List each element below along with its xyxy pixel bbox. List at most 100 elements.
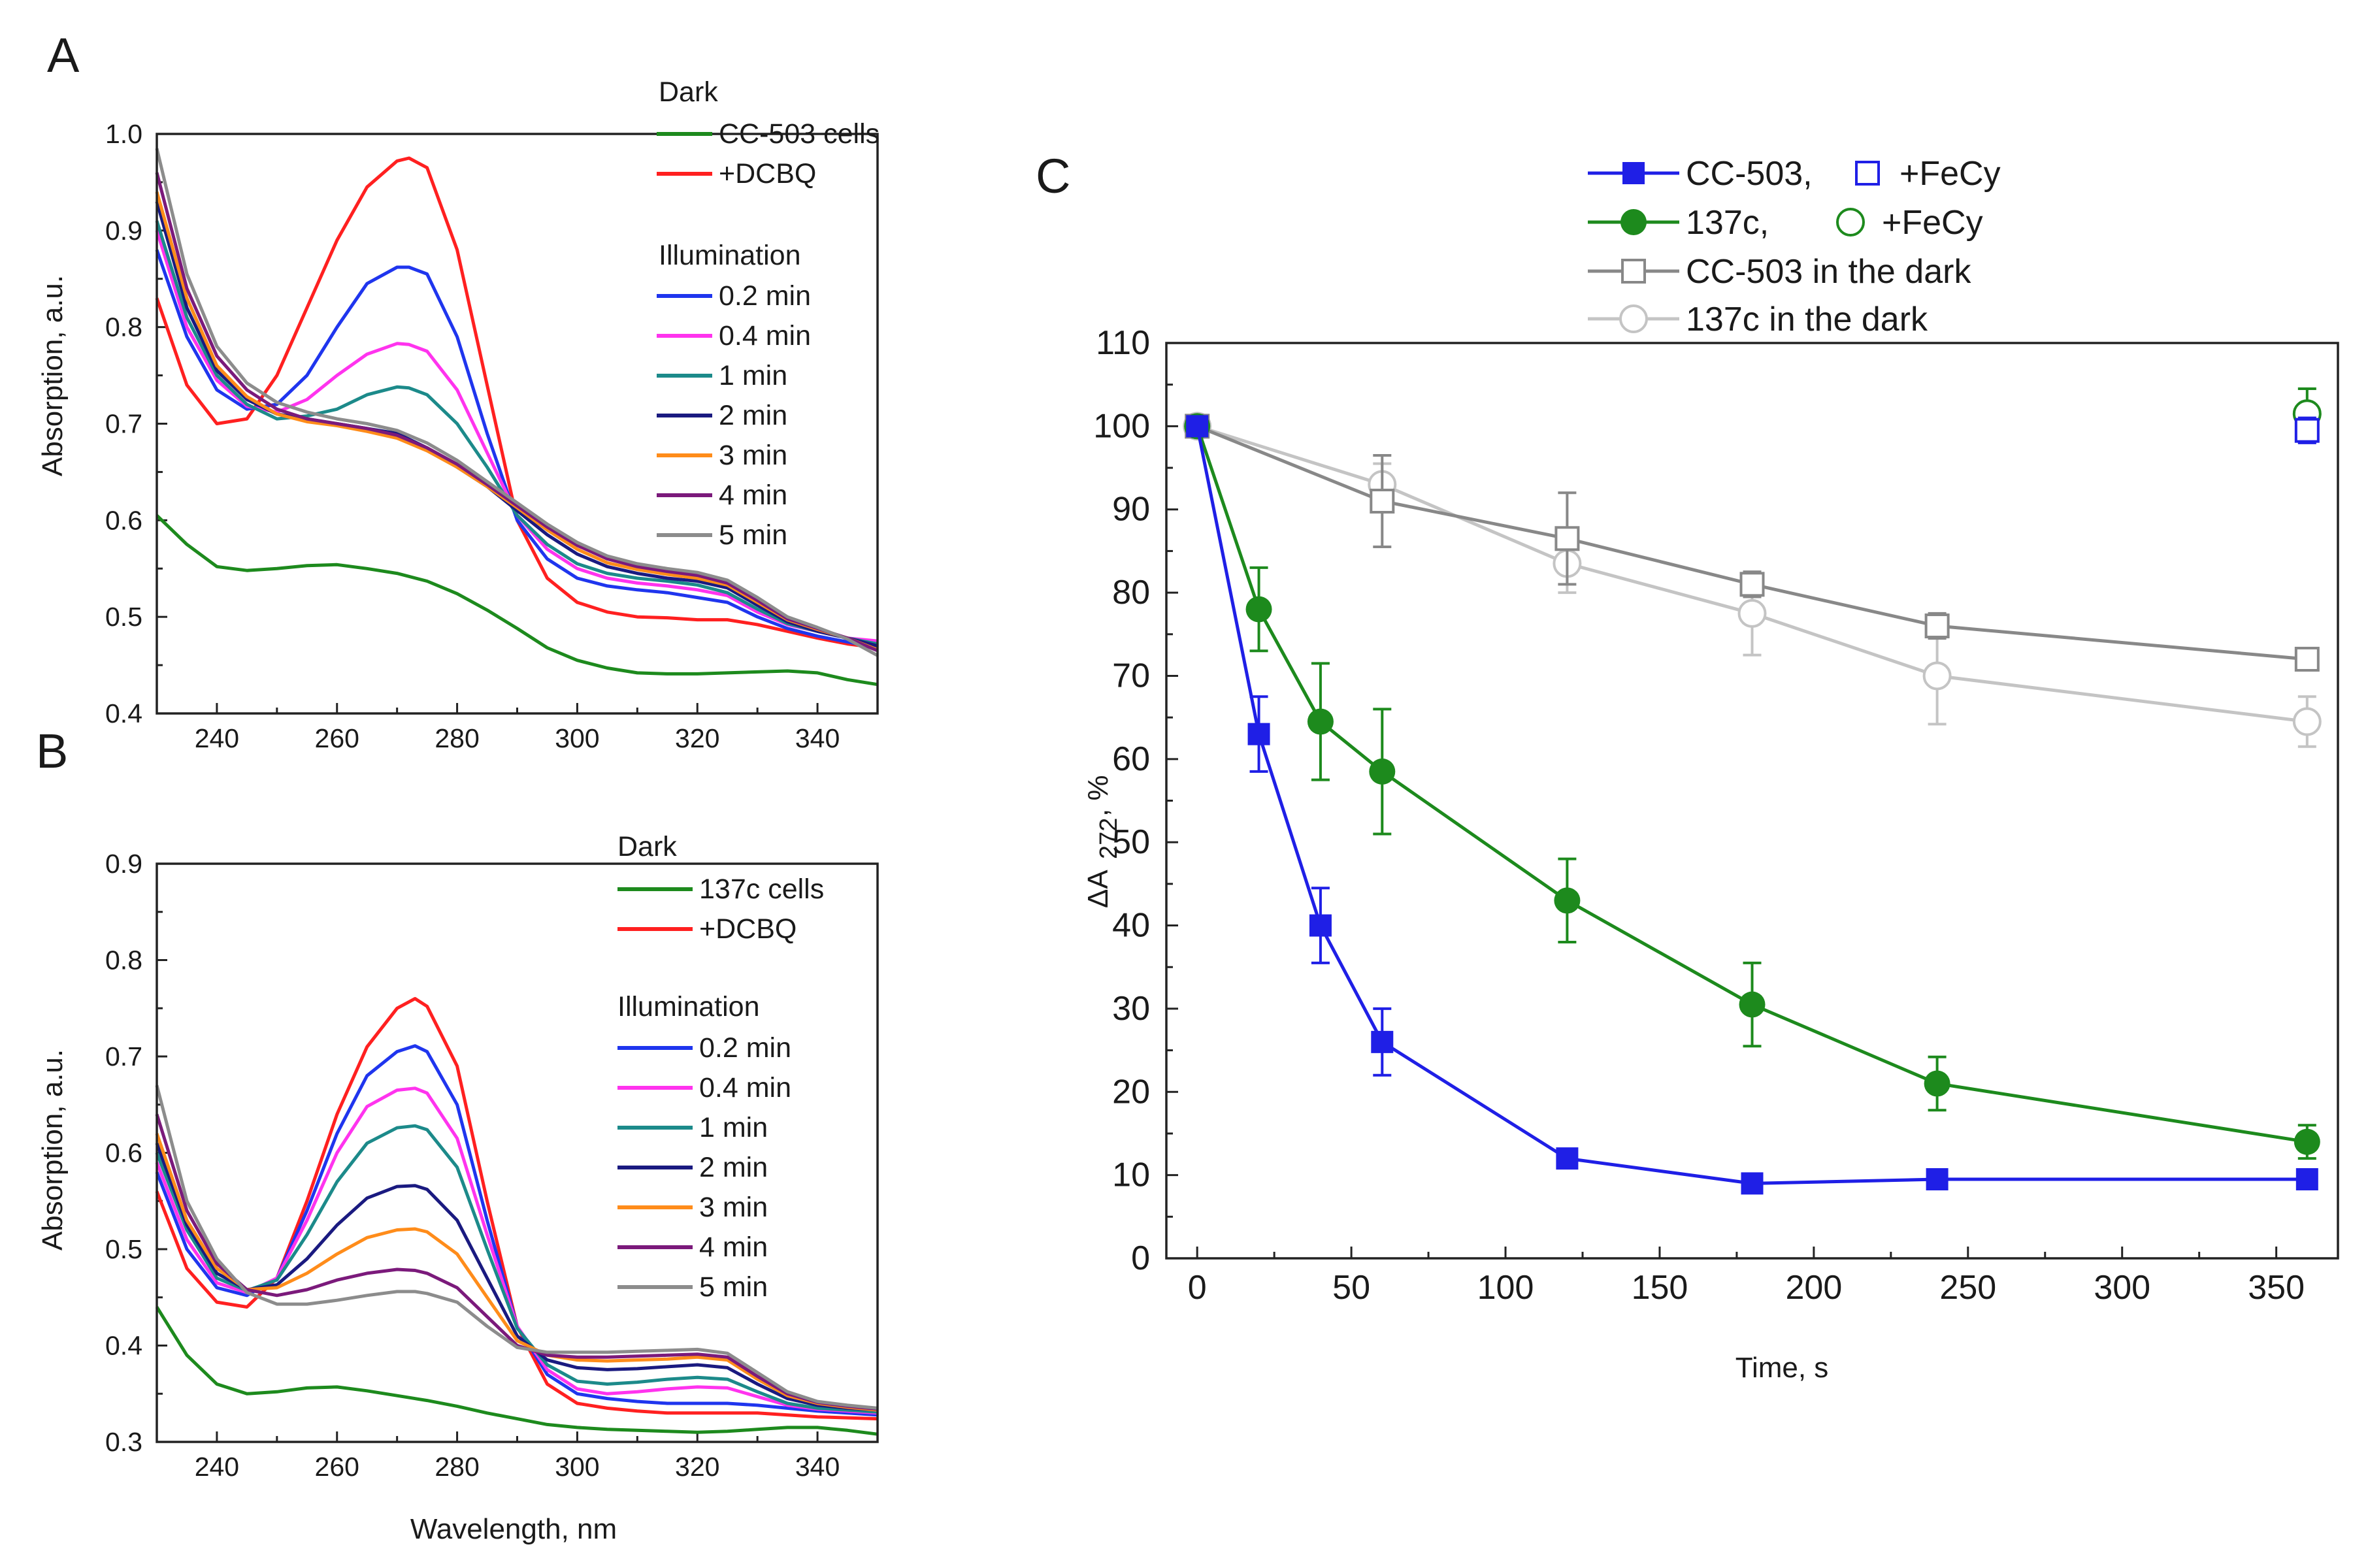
panel-b-legend: Dark 137c cells +DCBQ Illumination 0.2 m… (617, 831, 824, 1303)
c-x-tick-label: 250 (1939, 1269, 1996, 1307)
a-x-tick-label: 240 (195, 723, 239, 753)
panel-a-legend-0-4min: 0.4 min (719, 320, 811, 351)
panel-a-legend-illumination-title: Illumination (659, 240, 801, 271)
panel-b-legend-3min: 3 min (699, 1192, 768, 1223)
c-series-line-3 (1196, 425, 2308, 723)
panel-c-letter: C (1036, 149, 1070, 203)
panel-a-legend-2min: 2 min (719, 400, 787, 431)
panel-c-legend-swatch-137c (1588, 209, 1679, 235)
b-y-tick-label: 0.6 (105, 1138, 142, 1168)
c-data-point-0 (1371, 1030, 1394, 1053)
b-y-tick-label: 0.4 (105, 1331, 142, 1361)
c-series-line-1 (1195, 425, 2308, 1144)
c-legend-fecy-marker (1836, 208, 1865, 237)
panel-a-legend-0-2min: 0.2 min (719, 280, 811, 312)
panel-b-legend-1min: 1 min (699, 1112, 768, 1143)
c-data-point-4 (2294, 417, 2320, 443)
panel-a-legend-1min: 1 min (719, 360, 787, 391)
panel-c-legend-137c-dark: 137c in the dark (1686, 301, 1928, 338)
a-y-tick-label: 0.6 (105, 505, 142, 535)
c-legend-marker (1620, 209, 1647, 235)
b-series-line-5 (155, 1142, 878, 1412)
c-y-tick-label: 90 (1112, 491, 1150, 529)
c-y-tick-label: 70 (1112, 657, 1150, 694)
panel-b-y-axis-label: Absorption, a.u. (37, 1049, 69, 1250)
panel-c-y-axis-label-suffix: , % (1082, 775, 1114, 817)
c-series-line-2 (1196, 425, 2308, 661)
c-data-point-2 (1739, 572, 1765, 597)
c-data-point-1 (1245, 596, 1272, 623)
panel-c-frame (1165, 342, 2339, 1260)
panel-c-legend-cc503: CC-503, (1686, 155, 1813, 193)
c-data-point-1 (1739, 991, 1766, 1018)
c-data-point-2 (1924, 613, 1950, 639)
a-y-tick-label: 0.4 (105, 698, 142, 728)
c-data-point-0 (1186, 415, 1209, 438)
a-y-tick-label: 0.9 (105, 216, 142, 246)
panel-a-legend-5min: 5 min (719, 519, 787, 551)
a-series-line-8 (155, 148, 879, 657)
panel-c-legend-137c: 137c, (1686, 204, 1769, 242)
c-data-point-2 (2294, 646, 2320, 672)
b-plot-frame (156, 862, 879, 1443)
panel-c-y-axis-label-sub: 272 (1095, 818, 1123, 859)
panel-a-legend-3min: 3 min (719, 440, 787, 471)
panel-b-ticks: 240 260 280 300 320 340 0.3 0.4 0.5 0.6 0.7 0.8 0.9 (105, 849, 879, 1482)
c-y-tick-label: 50 (1112, 823, 1150, 861)
panel-c-legend-cc503-dark: CC-503 in the dark (1686, 253, 1971, 291)
b-series-line-0 (155, 1306, 878, 1436)
c-y-tick-label: 100 (1093, 407, 1150, 445)
panel-c-legend-cc503-fecy: +FeCy (1899, 155, 2001, 193)
panel-c-legend-marker-cc503-fecy (1855, 161, 1880, 186)
b-y-tick-label: 0.3 (105, 1427, 142, 1457)
panel-c-legend-swatch-cc503 (1588, 162, 1679, 184)
c-x-tick-label: 0 (1188, 1269, 1207, 1307)
c-y-tick-label: 0 (1131, 1239, 1150, 1277)
c-y-tick-label: 60 (1112, 740, 1150, 778)
b-y-tick-label: 0.9 (105, 849, 142, 879)
panel-b-legend-137c-cells: 137c cells (699, 874, 824, 905)
a-y-tick-label: 0.5 (105, 602, 142, 632)
c-data-point-1 (1924, 1070, 1950, 1097)
c-x-tick-label: 300 (2094, 1269, 2150, 1307)
b-x-tick-label: 260 (315, 1452, 359, 1482)
b-series-line-7 (155, 1113, 878, 1411)
c-y-tick-label: 40 (1112, 907, 1150, 945)
panel-b-series (155, 997, 878, 1436)
panel-c-y-axis-label: ΔA 272 , % (1082, 775, 1123, 908)
panel-b-legend-dcbq: +DCBQ (699, 913, 797, 945)
c-legend-marker (1622, 162, 1645, 184)
panel-b-legend-0-4min: 0.4 min (699, 1072, 791, 1103)
panel-a-y-axis-label: Absorption, a.u. (37, 275, 69, 476)
c-legend-marker (1619, 304, 1648, 333)
panel-a-legend: Dark CC-503 cells +DCBQ Illumination 0.2… (657, 76, 880, 551)
panel-b-legend-0-2min: 0.2 min (699, 1032, 791, 1064)
c-y-tick-label: 30 (1112, 990, 1150, 1028)
c-data-point-0 (1926, 1168, 1949, 1191)
panel-a-letter: A (47, 28, 80, 82)
b-x-tick-label: 300 (555, 1452, 599, 1482)
c-legend-fecy-marker (1855, 161, 1880, 186)
b-x-tick-label: 320 (675, 1452, 719, 1482)
c-data-point-0 (1556, 1147, 1579, 1170)
a-y-tick-label: 1.0 (105, 119, 142, 149)
panel-c-legend-marker-137c-fecy (1836, 208, 1865, 237)
c-data-point-1 (1307, 708, 1334, 735)
c-x-tick-label: 200 (1785, 1269, 1842, 1307)
panel-a-legend-dcbq: +DCBQ (719, 158, 816, 189)
b-x-tick-label: 340 (795, 1452, 840, 1482)
c-data-point-0 (2295, 1168, 2318, 1191)
b-y-tick-label: 0.7 (105, 1041, 142, 1071)
c-data-point-0 (1309, 914, 1332, 937)
c-y-tick-label: 20 (1112, 1073, 1150, 1111)
c-series-line-0 (1195, 425, 2307, 1185)
panel-c-legend-swatch-137c-dark (1588, 304, 1679, 333)
panel-c-legend: CC-503, +FeCy 137c, +FeCy CC-503 in the … (1588, 155, 2001, 338)
c-data-point-1 (2294, 1128, 2320, 1155)
a-x-tick-label: 340 (795, 723, 840, 753)
c-plot-frame (1165, 342, 2339, 1260)
c-data-point-3 (2292, 707, 2322, 736)
c-data-point-1 (1369, 758, 1396, 785)
panel-b: B Absorption, a.u. Wavelength, nm 240 260… (36, 724, 879, 1545)
b-x-tick-label: 280 (435, 1452, 479, 1482)
